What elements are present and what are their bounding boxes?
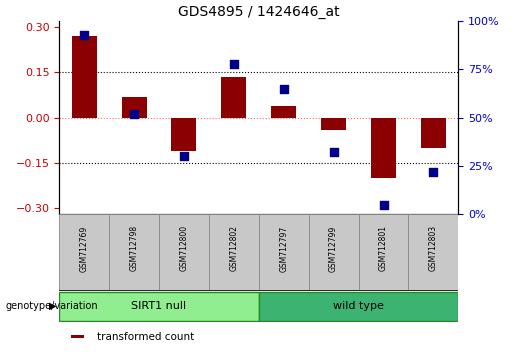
Text: GSM712800: GSM712800 [179, 225, 188, 272]
Text: genotype/variation: genotype/variation [5, 301, 98, 311]
FancyBboxPatch shape [209, 214, 259, 290]
Point [80, 32, 88, 38]
Point [380, 202, 388, 207]
Point [280, 86, 288, 92]
Text: ▶: ▶ [49, 301, 57, 311]
Text: GSM712799: GSM712799 [329, 225, 338, 272]
Point [130, 111, 138, 117]
FancyBboxPatch shape [408, 214, 458, 290]
Bar [221, 77, 246, 118]
Bar [371, 118, 396, 178]
Bar [122, 97, 147, 118]
Bar [72, 36, 97, 118]
FancyBboxPatch shape [109, 214, 159, 290]
FancyBboxPatch shape [159, 214, 209, 290]
Point [430, 169, 438, 175]
Point [180, 153, 188, 159]
FancyBboxPatch shape [308, 214, 358, 290]
Text: GSM712769: GSM712769 [80, 225, 89, 272]
FancyBboxPatch shape [259, 292, 458, 321]
Point [230, 61, 238, 67]
Text: GSM712801: GSM712801 [379, 225, 388, 272]
Bar [271, 105, 296, 118]
FancyBboxPatch shape [59, 214, 109, 290]
Bar [71, 336, 84, 338]
FancyBboxPatch shape [358, 214, 408, 290]
Bar [321, 118, 346, 130]
Text: wild type: wild type [333, 301, 384, 311]
FancyBboxPatch shape [259, 214, 308, 290]
Text: SIRT1 null: SIRT1 null [131, 301, 186, 311]
Point [330, 150, 338, 155]
Text: GSM712802: GSM712802 [229, 225, 238, 272]
Bar [171, 118, 196, 151]
Text: GSM712798: GSM712798 [130, 225, 139, 272]
Bar [421, 118, 446, 148]
Text: GSM712803: GSM712803 [429, 225, 438, 272]
FancyBboxPatch shape [59, 292, 259, 321]
Title: GDS4895 / 1424646_at: GDS4895 / 1424646_at [178, 5, 339, 19]
Text: transformed count: transformed count [97, 332, 194, 342]
Text: GSM712797: GSM712797 [279, 225, 288, 272]
